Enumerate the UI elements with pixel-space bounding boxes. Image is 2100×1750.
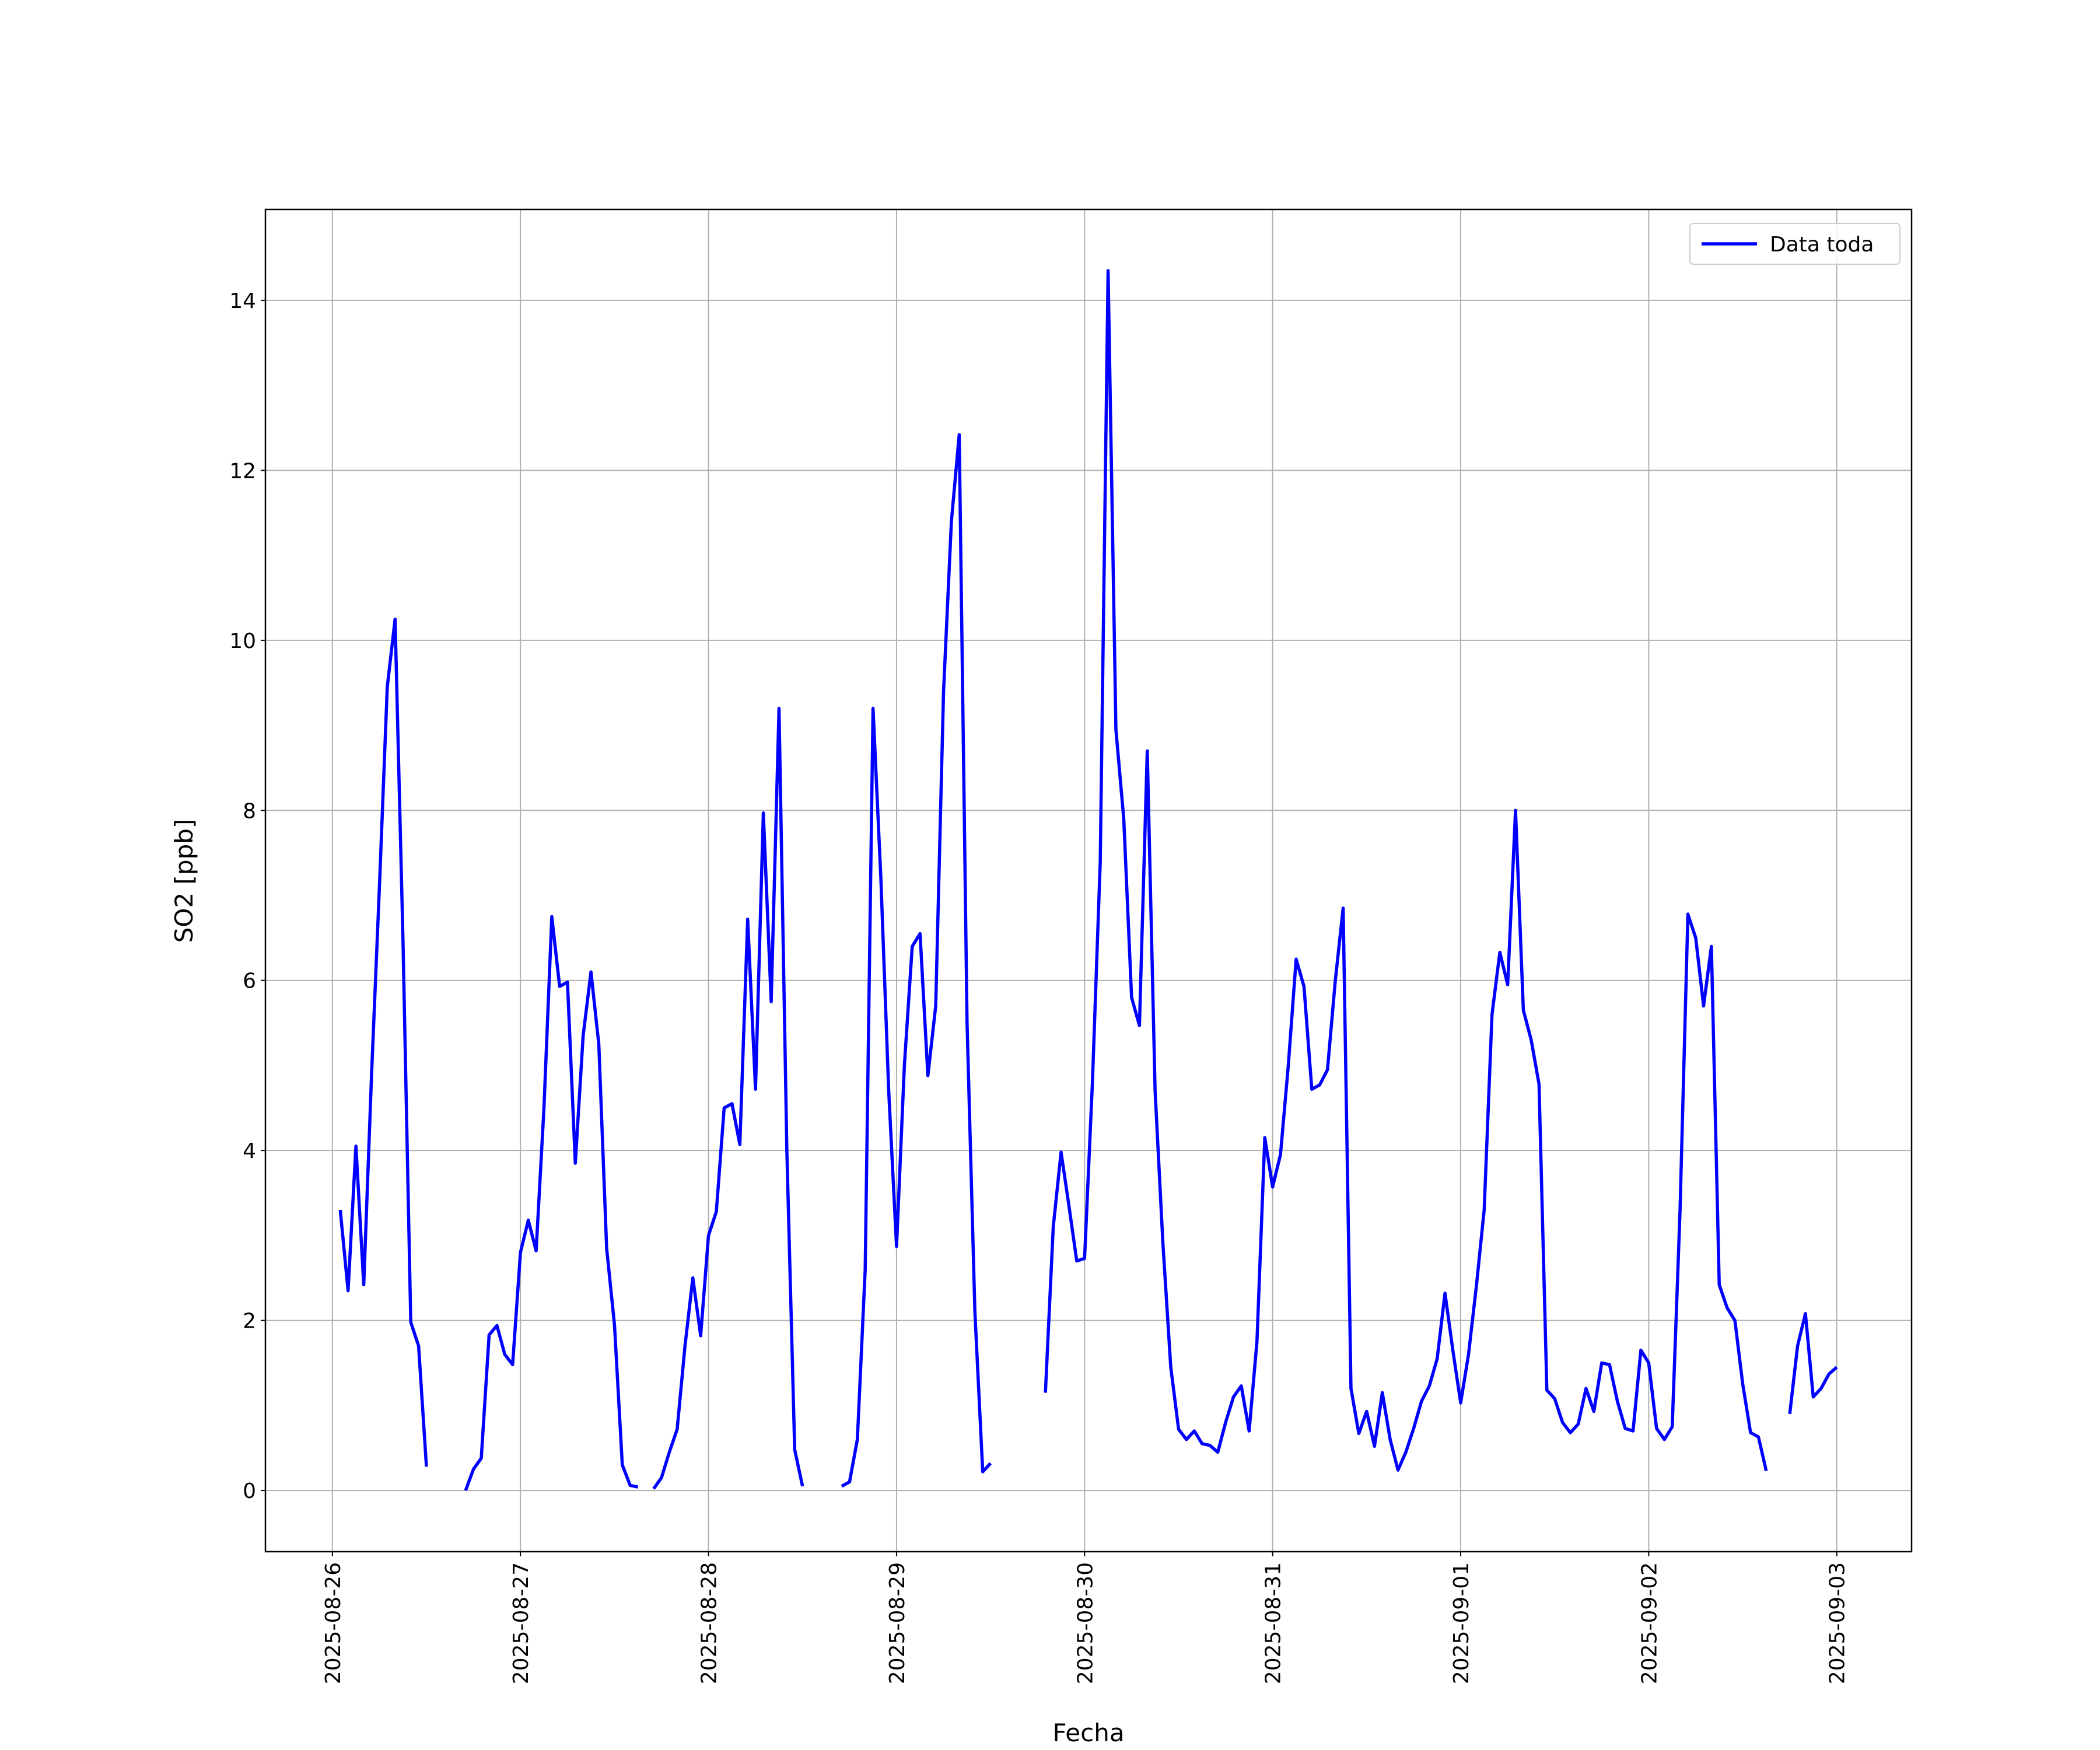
x-tick-label: 2025-08-30 [1073,1562,1097,1684]
x-tick-label: 2025-09-03 [1826,1562,1850,1684]
legend-box [1689,223,1901,265]
x-tick-label: 2025-08-29 [886,1562,909,1684]
y-tick-label: 4 [243,1139,256,1163]
axes-frame [264,208,1913,1553]
x-tick-label: 2025-08-26 [321,1562,345,1684]
y-tick-label: 2 [243,1310,256,1334]
y-tick-label: 10 [229,629,256,653]
x-tick-label: 2025-08-27 [509,1562,533,1684]
y-tick-label: 12 [229,459,256,483]
x-tick-label: 2025-09-02 [1637,1562,1661,1684]
data-line [338,269,1838,1492]
y-tick-label: 6 [243,970,256,993]
y-tick-label: 0 [243,1479,256,1503]
y-axis-label: SO2 [ppb] [170,819,198,943]
x-tick-label: 2025-09-01 [1450,1562,1474,1684]
x-axis-label: Fecha [1052,1718,1124,1747]
legend-label: Data toda [1770,233,1874,257]
y-tick-label: 8 [243,799,256,823]
x-tick-label: 2025-08-28 [698,1562,722,1684]
y-tick-label: 14 [229,289,256,313]
x-tick-label: 2025-08-31 [1262,1562,1286,1684]
